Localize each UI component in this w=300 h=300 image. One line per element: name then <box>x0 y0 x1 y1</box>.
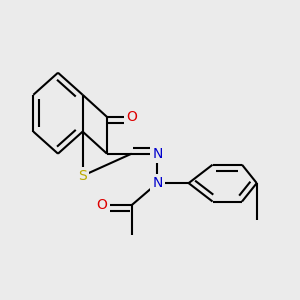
Text: N: N <box>152 176 163 190</box>
Text: N: N <box>152 147 163 161</box>
Text: S: S <box>78 169 87 183</box>
Text: O: O <box>97 198 108 212</box>
Text: O: O <box>126 110 137 124</box>
